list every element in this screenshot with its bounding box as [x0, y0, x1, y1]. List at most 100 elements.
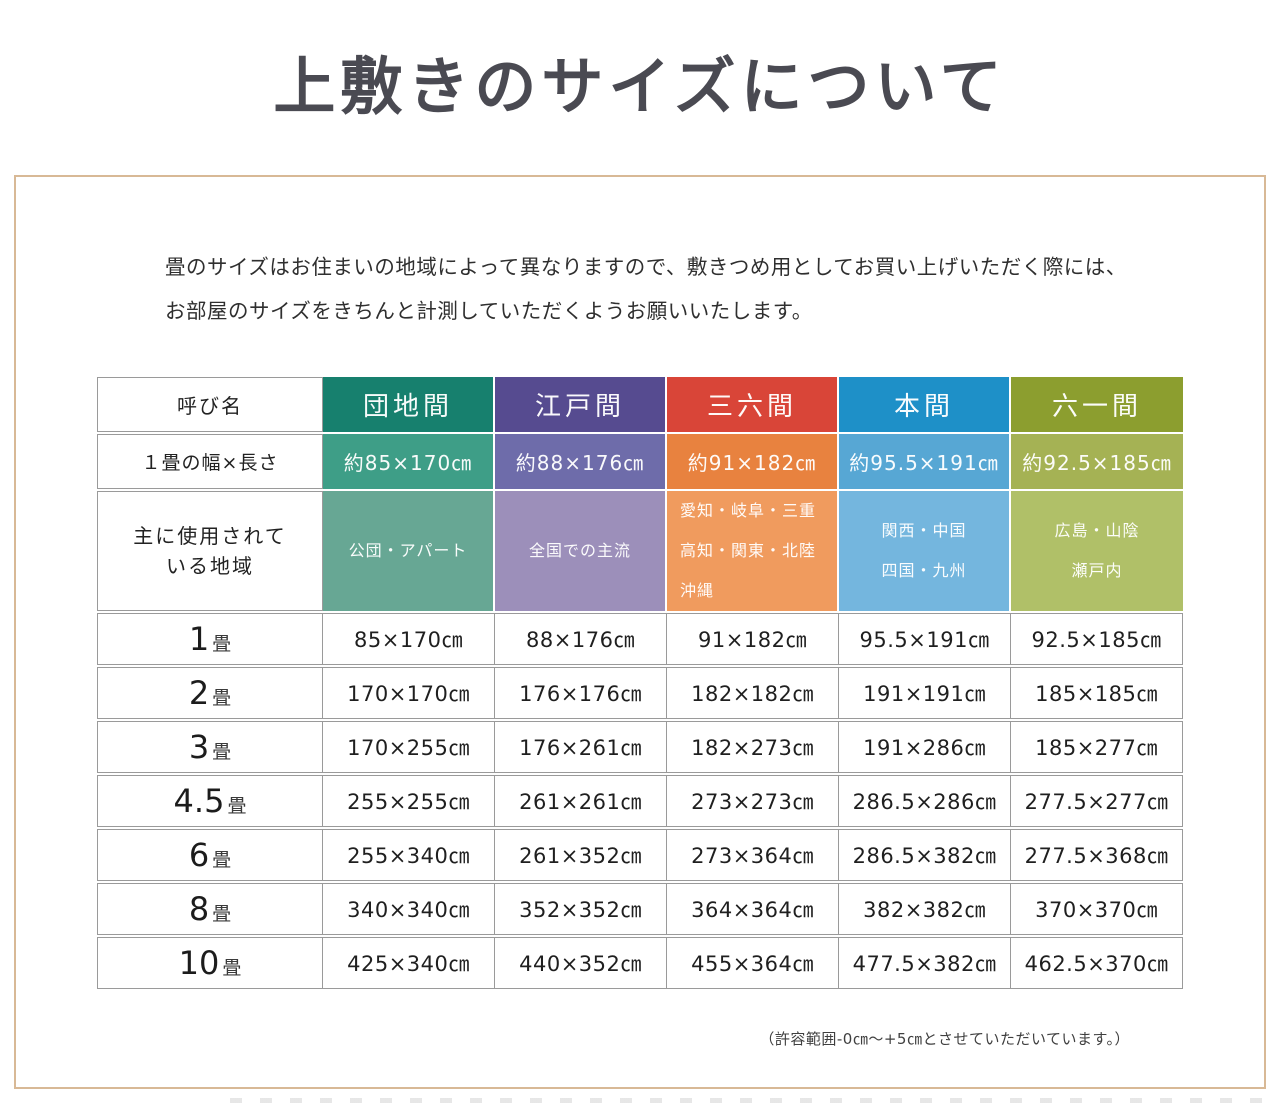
region-line: 瀬戸内 — [1071, 561, 1123, 580]
value-cell: 364×364㎝ — [667, 883, 839, 935]
next-section-clipped — [230, 1098, 1270, 1103]
value-cell: 170×170㎝ — [323, 667, 495, 719]
mat-size-row-3: 3 畳 170×255㎝ 176×261㎝ 182×273㎝ 191×286㎝ 185×27… — [97, 721, 1183, 773]
value-cell: 255×340㎝ — [323, 829, 495, 881]
row-label-number: 1 — [188, 620, 210, 658]
value-cell: 286.5×286㎝ — [839, 775, 1011, 827]
region-line: 高知・関東・北陸 — [680, 541, 817, 560]
page-title: 上敷きのサイズについて — [273, 50, 1007, 123]
value-cell: 273×273㎝ — [667, 775, 839, 827]
region-cell-2: 愛知・岐阜・三重 高知・関東・北陸 沖縄 — [667, 491, 839, 611]
region-line: 四国・九州 — [881, 561, 967, 580]
value-cell: 91×182㎝ — [667, 613, 839, 665]
value-cell: 182×182㎝ — [667, 667, 839, 719]
column-header-3: 本間 — [839, 377, 1011, 432]
row-label-unit: 畳 — [212, 741, 232, 763]
value-cell: 185×277㎝ — [1011, 721, 1183, 773]
row-label-number: 2 — [188, 674, 210, 712]
mat-size-row-8: 8 畳 340×340㎝ 352×352㎝ 364×364㎝ 382×382㎝ 370×37… — [97, 883, 1183, 935]
region-row: 主に使用されて いる地域 公団・アパート 全国での主流 愛知・岐阜・三重 高知・関東・北陸… — [97, 491, 1183, 611]
value-cell: 286.5×382㎝ — [839, 829, 1011, 881]
mat-size-row-1: 1 畳 85×170㎝ 88×176㎝ 91×182㎝ 95.5×191㎝ 92.5×185… — [97, 613, 1183, 665]
value-cell: 95.5×191㎝ — [839, 613, 1011, 665]
intro-paragraph: 畳のサイズはお住まいの地域によって異なりますので、敷きつめ用としてお買い上げいた… — [165, 245, 1127, 333]
one-mat-size-cell-2: 約91×182㎝ — [667, 434, 839, 489]
row-label-unit: 畳 — [222, 957, 242, 979]
region-line: 公団・アパート — [348, 541, 468, 560]
value-cell: 176×261㎝ — [495, 721, 667, 773]
row-label-unit: 畳 — [212, 903, 232, 925]
value-cell: 261×352㎝ — [495, 829, 667, 881]
value-cell: 261×261㎝ — [495, 775, 667, 827]
column-header-2: 三六間 — [667, 377, 839, 432]
value-cell: 255×255㎝ — [323, 775, 495, 827]
value-cell: 92.5×185㎝ — [1011, 613, 1183, 665]
row-label-10: 10 畳 — [97, 937, 323, 989]
value-cell: 277.5×277㎝ — [1011, 775, 1183, 827]
value-cell: 352×352㎝ — [495, 883, 667, 935]
one-mat-size-label-text: １畳の幅×長さ — [141, 452, 279, 474]
mat-size-row-2: 2 畳 170×170㎝ 176×176㎝ 182×182㎝ 191×191㎝ 185×18… — [97, 667, 1183, 719]
mat-size-row-4.5: 4.5 畳 255×255㎝ 261×261㎝ 273×273㎝ 286.5×286㎝ 27… — [97, 775, 1183, 827]
mat-size-row-10: 10 畳 425×340㎝ 440×352㎝ 455×364㎝ 477.5×382㎝ 462… — [97, 937, 1183, 989]
value-cell: 88×176㎝ — [495, 613, 667, 665]
row-label-unit: 畳 — [212, 849, 232, 871]
region-cell-1: 全国での主流 — [495, 491, 667, 611]
region-line: 関西・中国 — [881, 521, 967, 540]
value-cell: 477.5×382㎝ — [839, 937, 1011, 989]
row-label-number: 8 — [188, 890, 210, 928]
one-mat-size-cell-4: 約92.5×185㎝ — [1011, 434, 1183, 489]
row-label-number: 3 — [188, 728, 210, 766]
value-cell: 170×255㎝ — [323, 721, 495, 773]
column-header-0: 団地間 — [323, 377, 495, 432]
value-cell: 185×185㎝ — [1011, 667, 1183, 719]
value-cell: 370×370㎝ — [1011, 883, 1183, 935]
region-label-line-2: いる地域 — [166, 554, 254, 578]
region-line: 全国での主流 — [528, 541, 631, 560]
region-line: 沖縄 — [680, 581, 715, 600]
row-label-unit: 畳 — [212, 687, 232, 709]
value-cell: 455×364㎝ — [667, 937, 839, 989]
region-cell-4: 広島・山陰 瀬戸内 — [1011, 491, 1183, 611]
one-mat-size-row: １畳の幅×長さ 約85×170㎝ 約88×176㎝ 約91×182㎝ 約95.5×191… — [97, 434, 1183, 489]
one-mat-size-label: １畳の幅×長さ — [97, 434, 323, 489]
value-cell: 182×273㎝ — [667, 721, 839, 773]
value-cell: 340×340㎝ — [323, 883, 495, 935]
value-cell: 382×382㎝ — [839, 883, 1011, 935]
row-label-4.5: 4.5 畳 — [97, 775, 323, 827]
intro-line-1: 畳のサイズはお住まいの地域によって異なりますので、敷きつめ用としてお買い上げいた… — [165, 255, 1127, 279]
value-cell: 191×191㎝ — [839, 667, 1011, 719]
value-cell: 273×364㎝ — [667, 829, 839, 881]
region-label-line-1: 主に使用されて — [133, 524, 287, 548]
value-cell: 440×352㎝ — [495, 937, 667, 989]
region-line: 愛知・岐阜・三重 — [680, 501, 817, 520]
size-table-wrap: 呼び名 団地間 江戸間 三六間 本間 六一間 １畳の幅×長さ 約85×170㎝ 約88×176㎝… — [97, 375, 1183, 991]
intro-line-2: お部屋のサイズをきちんと計測していただくようお願いいたします。 — [165, 299, 813, 323]
region-cell-3: 関西・中国四国・九州 — [839, 491, 1011, 611]
value-cell: 462.5×370㎝ — [1011, 937, 1183, 989]
one-mat-size-cell-3: 約95.5×191㎝ — [839, 434, 1011, 489]
row-label-number: 10 — [178, 944, 220, 982]
region-line: 広島・山陰 — [1054, 521, 1140, 540]
column-header-4: 六一間 — [1011, 377, 1183, 432]
row-label-unit: 畳 — [212, 633, 232, 655]
size-table: 呼び名 団地間 江戸間 三六間 本間 六一間 １畳の幅×長さ 約85×170㎝ 約88×176㎝… — [97, 375, 1183, 991]
content-box: 畳のサイズはお住まいの地域によって異なりますので、敷きつめ用としてお買い上げいた… — [14, 175, 1266, 1089]
region-cell-0: 公団・アパート — [323, 491, 495, 611]
label-header-cell: 呼び名 — [97, 377, 323, 432]
value-cell: 277.5×368㎝ — [1011, 829, 1183, 881]
header-row: 呼び名 団地間 江戸間 三六間 本間 六一間 — [97, 377, 1183, 432]
one-mat-size-cell-0: 約85×170㎝ — [323, 434, 495, 489]
region-label-cell: 主に使用されて いる地域 — [97, 491, 323, 611]
value-cell: 85×170㎝ — [323, 613, 495, 665]
column-header-1: 江戸間 — [495, 377, 667, 432]
row-label-number: 4.5 — [173, 782, 225, 820]
row-label-number: 6 — [188, 836, 210, 874]
value-cell: 425×340㎝ — [323, 937, 495, 989]
tolerance-footnote: （許容範囲-0㎝～+5㎝とさせていただいています。） — [759, 1030, 1130, 1048]
